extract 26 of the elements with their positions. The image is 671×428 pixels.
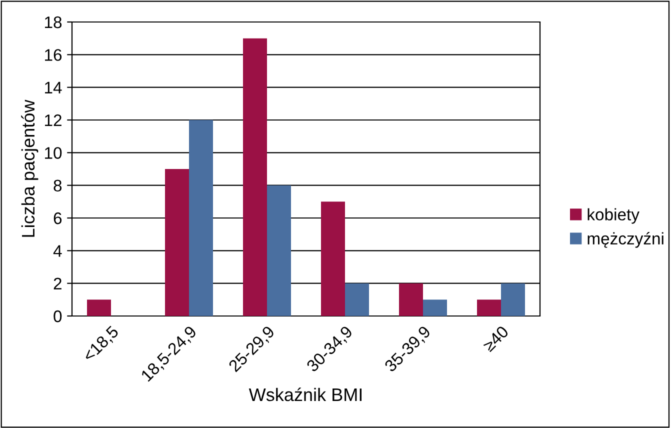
y-tick-label: 4: [53, 245, 62, 257]
bar: [399, 283, 423, 316]
x-tick-label: ≥40: [482, 325, 510, 352]
y-axis-title: Liczba pacjentów: [21, 100, 38, 237]
y-tick-label: 0: [54, 310, 62, 322]
bar: [243, 38, 267, 316]
y-tick-label: 2: [54, 278, 62, 290]
bar: [165, 169, 189, 316]
bar: [321, 202, 345, 316]
y-tick-label: 12: [45, 114, 62, 126]
y-tick-label: 18: [45, 16, 62, 28]
y-tick-label: 14: [45, 82, 62, 94]
bar: [423, 300, 447, 316]
bar: [501, 283, 525, 316]
x-axis-title: Wskaźnik BMI: [248, 388, 362, 402]
y-tick-label: 6: [54, 212, 62, 224]
legend-label: mężczyźni: [588, 232, 664, 248]
bar: [87, 300, 111, 316]
bar: [345, 283, 369, 316]
bar: [189, 120, 213, 316]
bar: [267, 185, 291, 316]
legend-label: kobiety: [588, 208, 640, 224]
y-tick-label: 8: [54, 180, 62, 192]
y-tick-label: 10: [45, 147, 62, 159]
bar: [477, 300, 501, 316]
y-tick-label: 16: [45, 49, 62, 61]
